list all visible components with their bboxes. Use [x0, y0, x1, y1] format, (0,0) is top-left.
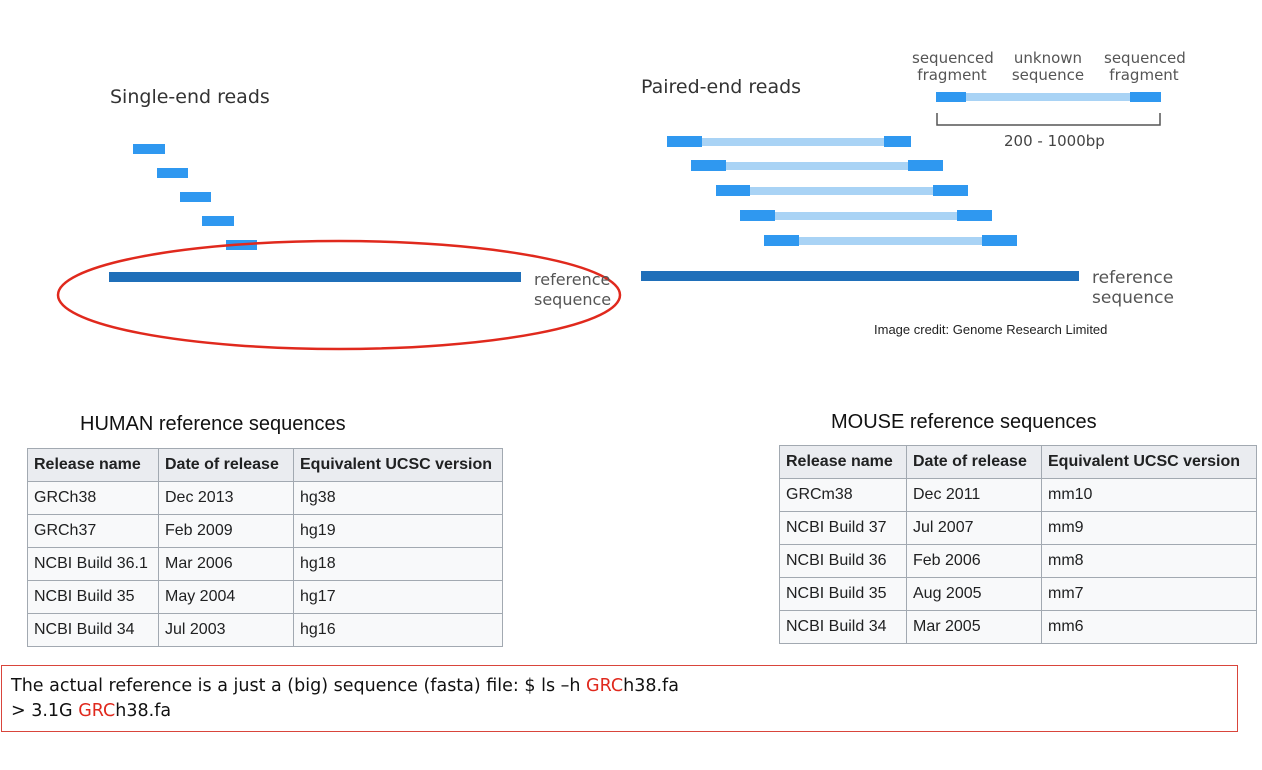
single-end-reference-bar [109, 272, 521, 282]
table-row: GRCm38 Dec 2011 mm10 [779, 478, 1257, 512]
paired-read [667, 136, 911, 147]
note-text: h38.fa [623, 676, 679, 696]
table-cell: NCBI Build 34 [27, 613, 159, 647]
note-line-1: The actual reference is a just a (big) s… [11, 674, 1228, 699]
reference-label-line2: sequence [534, 290, 612, 309]
table-cell: Dec 2013 [158, 481, 294, 515]
table-cell: NCBI Build 36.1 [27, 547, 159, 581]
table-row: NCBI Build 35 Aug 2005 mm7 [779, 577, 1257, 611]
paired-end-reference-bar [641, 271, 1079, 281]
table-cell: Feb 2009 [158, 514, 294, 548]
note-line-2: > 3.1G GRCh38.fa [11, 699, 1228, 724]
mouse-table-title: MOUSE reference sequences [831, 411, 1097, 433]
table-cell: Mar 2006 [158, 547, 294, 581]
size-range-label: 200 - 1000bp [1004, 132, 1105, 150]
table-cell: Jul 2007 [906, 511, 1042, 545]
single-end-title: Single-end reads [110, 86, 270, 108]
table-cell: hg19 [293, 514, 503, 548]
reference-label-line1: reference [534, 270, 611, 289]
reads-diagram [56, 92, 1161, 351]
human-reference-table: Release name Date of release Equivalent … [27, 448, 503, 647]
note-text: > 3.1G [11, 701, 79, 721]
paired-read [716, 185, 968, 196]
single-read [133, 144, 165, 154]
table-cell: NCBI Build 37 [779, 511, 907, 545]
table-cell: hg16 [293, 613, 503, 647]
table-row: GRCh37 Feb 2009 hg19 [27, 514, 503, 548]
table-cell: NCBI Build 34 [779, 610, 907, 644]
note-highlight: GRC [78, 701, 116, 721]
table-cell: NCBI Build 36 [779, 544, 907, 578]
paired-read [764, 235, 1017, 246]
note-text: The actual reference is a just a (big) s… [11, 676, 587, 696]
table-row: NCBI Build 37 Jul 2007 mm9 [779, 511, 1257, 545]
legend-insert [936, 93, 1161, 101]
table-cell: mm7 [1041, 577, 1257, 611]
single-read [157, 168, 188, 178]
table-cell: hg17 [293, 580, 503, 614]
table-cell: May 2004 [158, 580, 294, 614]
column-header: Equivalent UCSC version [1041, 445, 1257, 479]
table-cell: hg18 [293, 547, 503, 581]
image-credit: Image credit: Genome Research Limited [874, 322, 1108, 337]
column-header: Date of release [906, 445, 1042, 479]
table-cell: GRCm38 [779, 478, 907, 512]
table-row: NCBI Build 36.1 Mar 2006 hg18 [27, 547, 503, 581]
table-cell: Feb 2006 [906, 544, 1042, 578]
legend-label-line2: fragment [917, 66, 987, 84]
legend-label-line2: sequence [1011, 66, 1085, 84]
paired-read [691, 160, 943, 171]
single-read [180, 192, 211, 202]
single-end-reference-label: reference sequence [534, 270, 611, 310]
table-cell: mm9 [1041, 511, 1257, 545]
table-cell: hg38 [293, 481, 503, 515]
single-read [202, 216, 234, 226]
size-bracket [936, 113, 1161, 126]
note-text: h38.fa [115, 701, 172, 721]
legend-sequenced-fragment-right: sequenced fragment [1104, 49, 1186, 84]
table-row: NCBI Build 35 May 2004 hg17 [27, 580, 503, 614]
legend-label-line1: unknown [1013, 49, 1083, 67]
human-table-title: HUMAN reference sequences [80, 413, 346, 435]
reference-file-note: The actual reference is a just a (big) s… [1, 665, 1238, 732]
paired-read [740, 210, 992, 221]
legend-read-left [936, 92, 966, 102]
table-row: NCBI Build 34 Jul 2003 hg16 [27, 613, 503, 647]
table-cell: mm8 [1041, 544, 1257, 578]
legend-label-line1: sequenced [912, 49, 994, 67]
column-header: Equivalent UCSC version [293, 448, 503, 482]
table-header-row: Release name Date of release Equivalent … [779, 445, 1257, 479]
table-cell: Aug 2005 [906, 577, 1042, 611]
highlight-ellipse [56, 239, 622, 351]
table-cell: GRCh37 [27, 514, 159, 548]
column-header: Date of release [158, 448, 294, 482]
table-cell: Dec 2011 [906, 478, 1042, 512]
reference-label-line1: reference [1092, 268, 1174, 288]
legend-unknown-sequence: unknown sequence [1008, 50, 1088, 84]
table-cell: NCBI Build 35 [779, 577, 907, 611]
column-header: Release name [27, 448, 159, 482]
table-cell: Mar 2005 [906, 610, 1042, 644]
mouse-reference-table: Release name Date of release Equivalent … [779, 445, 1257, 644]
table-cell: mm6 [1041, 610, 1257, 644]
table-cell: GRCh38 [27, 481, 159, 515]
column-header: Release name [779, 445, 907, 479]
legend-label-line1: sequenced [1104, 49, 1186, 67]
note-highlight: GRC [586, 676, 624, 696]
table-row: NCBI Build 36 Feb 2006 mm8 [779, 544, 1257, 578]
legend-sequenced-fragment-left: sequenced fragment [912, 49, 994, 84]
legend-label-line2: fragment [1109, 66, 1179, 84]
table-header-row: Release name Date of release Equivalent … [27, 448, 503, 482]
table-cell: NCBI Build 35 [27, 580, 159, 614]
table-cell: mm10 [1041, 478, 1257, 512]
paired-end-reference-label: reference sequence [1092, 268, 1174, 308]
legend-read-right [1130, 92, 1161, 102]
reference-label-line2: sequence [1092, 288, 1174, 308]
table-cell: Jul 2003 [158, 613, 294, 647]
paired-end-title: Paired-end reads [641, 76, 802, 98]
table-row: GRCh38 Dec 2013 hg38 [27, 481, 503, 515]
table-row: NCBI Build 34 Mar 2005 mm6 [779, 610, 1257, 644]
